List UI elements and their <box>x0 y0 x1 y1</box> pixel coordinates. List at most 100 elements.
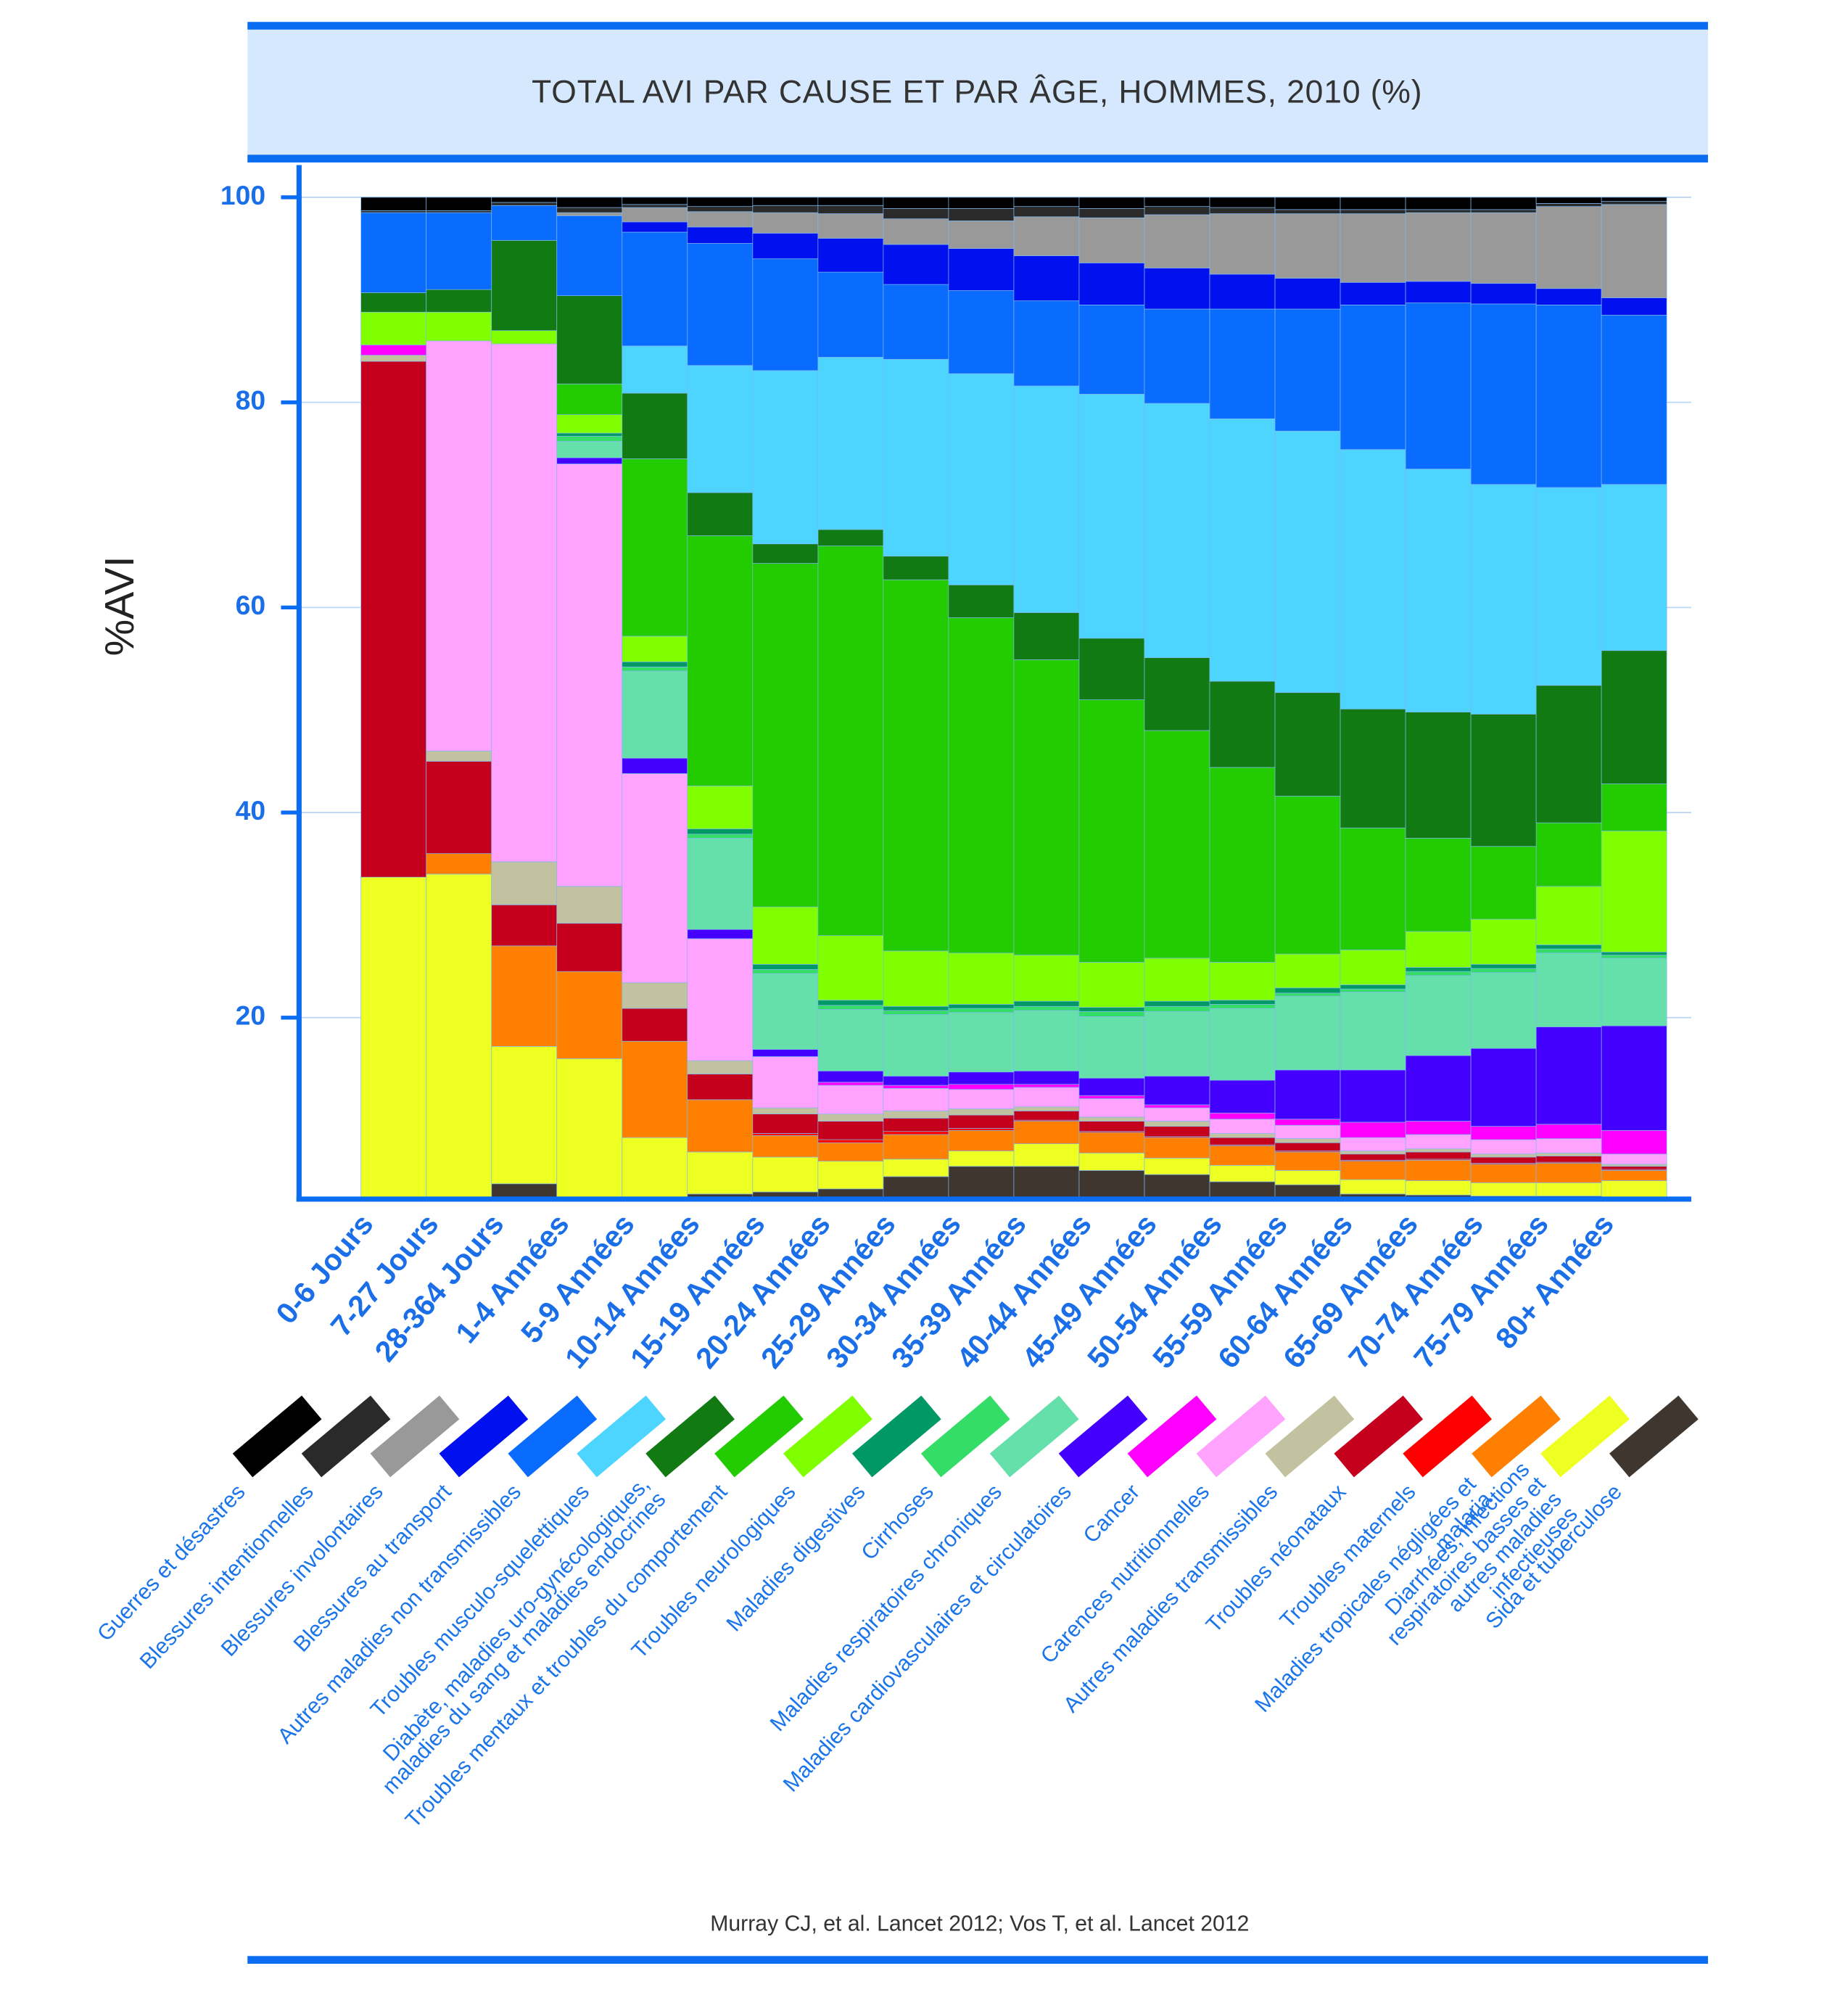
bar-segment <box>883 1111 949 1119</box>
bar-segment <box>1535 1153 1602 1156</box>
bar-segment <box>1470 963 1537 969</box>
bar-segment <box>687 1099 754 1153</box>
bar-segment <box>491 239 558 332</box>
bar-segment <box>1013 216 1080 256</box>
bar-segment <box>1535 487 1602 686</box>
bar-segment <box>1470 209 1537 213</box>
bar-segment <box>1340 1153 1406 1161</box>
bar-segment <box>360 876 427 1199</box>
bar-segment <box>556 886 623 924</box>
bar-segment <box>1470 1156 1537 1164</box>
bar-segment <box>752 1049 819 1057</box>
bar-segment <box>1535 945 1602 950</box>
bar-segment <box>1144 1137 1210 1159</box>
bar-segment <box>1340 827 1406 950</box>
bar-segment <box>1274 796 1341 955</box>
bar-segment <box>752 233 819 260</box>
bar-segment <box>1144 1158 1210 1175</box>
bar-segment <box>1144 1076 1210 1106</box>
legend-swatch <box>439 1395 529 1478</box>
bar-segment <box>1013 1143 1080 1167</box>
bar-segment <box>1405 281 1472 303</box>
bar-segment <box>556 923 623 972</box>
bar-segment <box>948 1108 1015 1116</box>
bar-segment <box>1601 315 1667 485</box>
bar-segment <box>1274 197 1341 210</box>
legend-swatch <box>1196 1395 1286 1478</box>
bar-segment <box>360 292 427 313</box>
bar-segment <box>948 617 1015 954</box>
bar-segment <box>622 666 688 672</box>
bar-segment <box>817 197 884 206</box>
bar-segment <box>687 828 754 835</box>
bar-segment <box>752 205 819 213</box>
bar-segment <box>1013 206 1080 218</box>
bar-segment <box>1078 217 1145 263</box>
bar-segment <box>883 358 949 557</box>
bar-segment <box>556 414 623 434</box>
bar-segment <box>1274 1124 1341 1139</box>
bar-segment <box>426 853 492 875</box>
bar-segment <box>752 1133 819 1136</box>
bar-segment <box>360 212 427 293</box>
bar-segment <box>491 904 558 947</box>
bar-segment <box>883 1134 949 1160</box>
y-tick-label: 40 <box>236 795 266 826</box>
bar-segment <box>1470 1153 1537 1158</box>
bar-segment <box>1601 958 1667 1026</box>
bar-segment <box>1601 201 1667 205</box>
bar-segment <box>1274 987 1341 994</box>
bar-segment <box>1535 1124 1602 1139</box>
bar-segment <box>687 226 754 244</box>
bar-segment <box>1601 197 1667 202</box>
bar-segment <box>883 208 949 219</box>
bar-segment <box>1405 838 1472 932</box>
bar-segment <box>556 971 623 1059</box>
bar-segment <box>1405 303 1472 469</box>
bar-segment <box>1535 1026 1602 1125</box>
bar-segment <box>556 207 623 213</box>
bar-segment <box>426 750 492 762</box>
bar-segment <box>622 982 688 1009</box>
bar-segment <box>1078 197 1145 209</box>
bar-segment <box>1535 1163 1602 1183</box>
bar-segment <box>1601 951 1667 955</box>
legend-swatch <box>1540 1395 1630 1478</box>
bar-segment <box>556 295 623 384</box>
bar-segment <box>1340 950 1406 985</box>
legend-swatch <box>851 1395 941 1478</box>
bar-segment <box>1405 931 1472 968</box>
bar-segment <box>1144 1174 1210 1199</box>
bar-segment <box>1535 305 1602 488</box>
bar-segment <box>1274 1069 1341 1120</box>
bar-segment <box>1535 948 1602 954</box>
legend-swatch <box>1127 1395 1217 1478</box>
bar-segment <box>622 773 688 984</box>
bar-segment <box>752 1156 819 1193</box>
bar-segment <box>622 1040 688 1138</box>
bar-segment <box>752 258 819 371</box>
bar-segment <box>883 284 949 360</box>
bar-segment <box>1405 971 1472 976</box>
bar-segment <box>1209 207 1276 214</box>
bar-segment <box>948 1130 1015 1151</box>
bar-segment <box>817 1114 884 1122</box>
bar-segment <box>1340 213 1406 283</box>
bar-segment <box>817 935 884 1001</box>
bar-segment <box>687 243 754 366</box>
bar-segment <box>1078 208 1145 218</box>
bar-segment <box>817 1139 884 1143</box>
bar-segment <box>1470 303 1537 485</box>
bar-segment <box>687 1060 754 1074</box>
bar-segment <box>752 212 819 234</box>
bar-segment <box>883 1005 949 1011</box>
bar-segment <box>1340 984 1406 990</box>
bar-segment <box>1209 1004 1276 1009</box>
bar-segment <box>1209 213 1276 275</box>
title-rule <box>247 155 1709 162</box>
bar-segment <box>817 357 884 530</box>
bar-segment <box>622 345 688 394</box>
bar-segment <box>687 365 754 493</box>
